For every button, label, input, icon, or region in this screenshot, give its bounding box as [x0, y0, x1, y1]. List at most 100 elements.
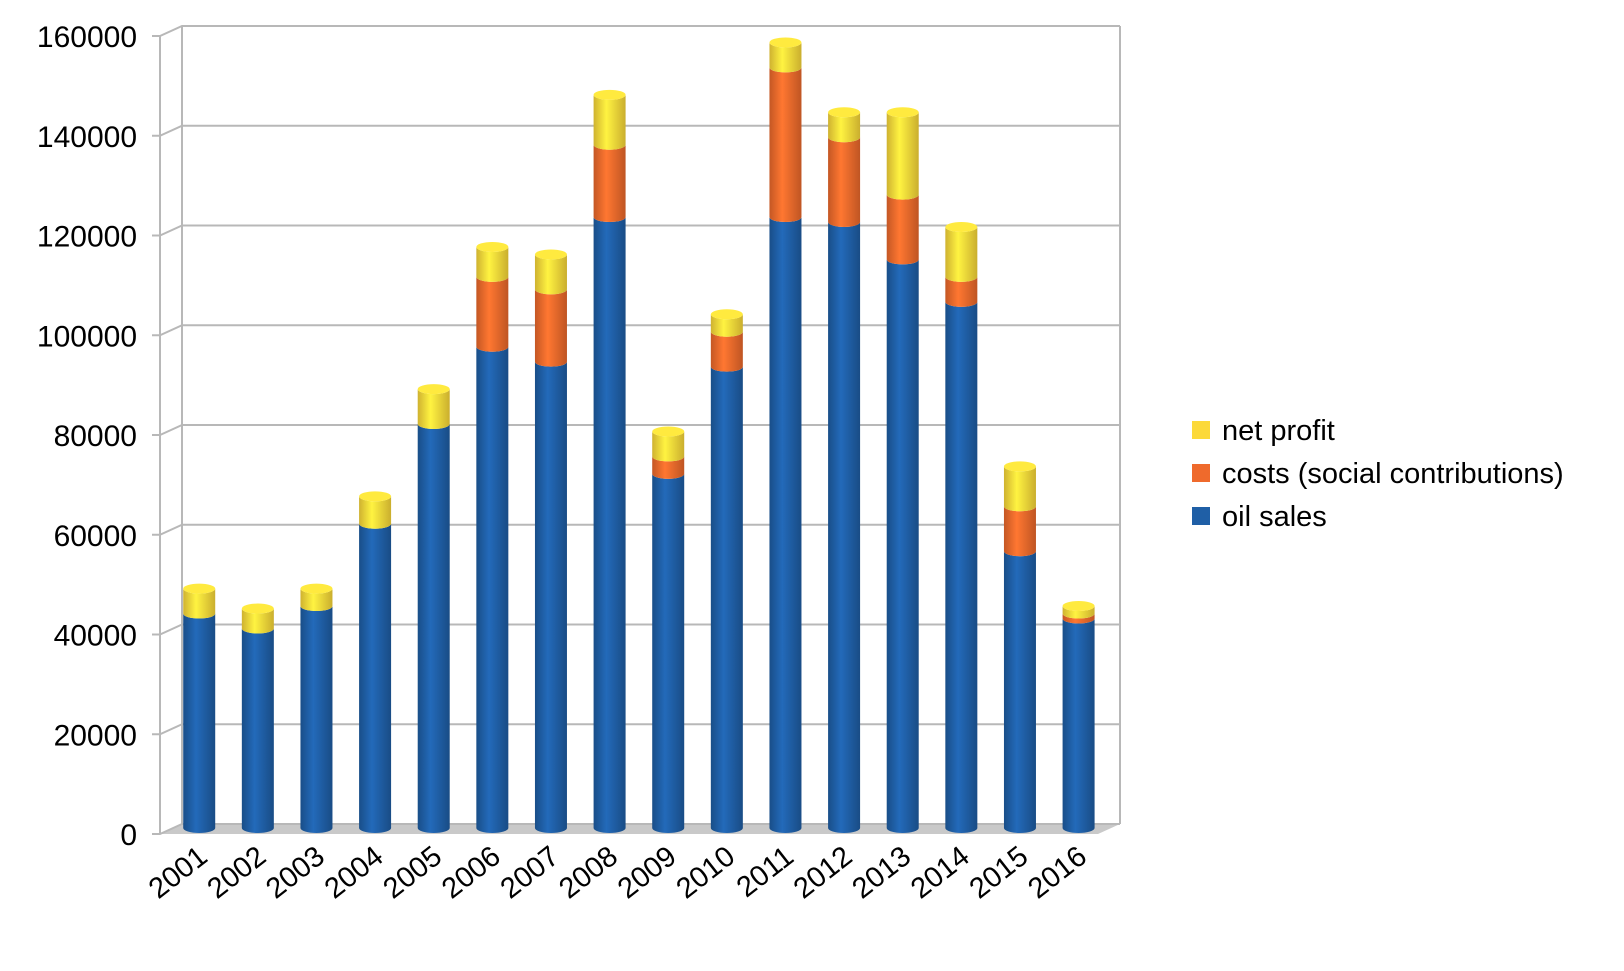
legend: net profit costs (social contributions) oi… — [1192, 415, 1564, 533]
bar-segment-net — [476, 246, 509, 282]
bar-segment-oil — [710, 366, 743, 833]
y-tick-label: 40000 — [54, 620, 137, 653]
bar-segment-oil — [417, 424, 450, 833]
bar-cap — [1062, 601, 1095, 612]
y-tick-label: 160000 — [37, 21, 137, 54]
bar-cap — [359, 491, 392, 502]
bar-segment-costs — [1003, 506, 1036, 557]
x-tick-label: 2009 — [612, 840, 683, 905]
bar-segment-net — [241, 608, 274, 634]
bar-segment-costs — [1062, 613, 1095, 624]
bar-segment-net — [300, 588, 333, 612]
x-tick-label: 2005 — [377, 840, 448, 905]
y-tick-label: 20000 — [54, 719, 137, 752]
bar-cap — [769, 37, 802, 48]
gridlines — [152, 25, 1120, 835]
bar-cap — [183, 583, 216, 594]
y-tick-label: 100000 — [37, 320, 137, 353]
bar-segment-costs — [534, 289, 567, 367]
gridline — [152, 523, 1120, 536]
bar-segment-net — [1003, 466, 1036, 512]
bar-segment-costs — [945, 276, 978, 307]
bar-cap — [710, 309, 743, 320]
gridline — [152, 424, 1120, 436]
x-axis-ticks: 2001200220032004200520062007200820092010… — [143, 840, 1093, 905]
bar-cap — [652, 426, 685, 437]
bar-cap — [886, 107, 919, 118]
x-tick-label: 2015 — [964, 840, 1035, 905]
y-tick-label: 120000 — [37, 221, 137, 254]
bar-segment-oil — [769, 217, 802, 833]
bar-segment-net — [534, 254, 567, 295]
bar-segment-net — [769, 42, 802, 73]
bar-segment-oil — [476, 346, 509, 833]
bar-cap — [476, 241, 509, 252]
bar-cap — [945, 222, 978, 233]
y-tick-label: 80000 — [54, 420, 137, 453]
gridline — [152, 25, 1120, 37]
bar-cap — [593, 89, 626, 100]
gridline — [152, 723, 1120, 736]
legend-swatch — [1192, 421, 1210, 439]
bar-cap — [1003, 461, 1036, 472]
bar-segment-net — [710, 314, 743, 337]
bars — [183, 37, 1095, 834]
y-tick-label: 0 — [120, 819, 137, 852]
bar-segment-net — [359, 496, 392, 529]
y-axis-ticks: 0 20000 40000 60000 80000 100000 120000 140000 1… — [37, 21, 137, 852]
x-tick-label: 2008 — [553, 840, 624, 905]
bar-segment-oil — [652, 473, 685, 833]
bar-segment-oil — [300, 606, 333, 833]
x-tick-label: 2001 — [143, 840, 214, 905]
bar-cap — [828, 107, 861, 118]
bar-segment-net — [417, 389, 450, 430]
bar-segment-net — [652, 431, 685, 462]
bar-segment-oil — [945, 301, 978, 834]
bar-segment-net — [886, 112, 919, 200]
x-tick-label: 2013 — [846, 840, 917, 905]
bar-segment-costs — [769, 67, 802, 223]
bar-segment-oil — [828, 222, 861, 834]
x-tick-label: 2011 — [731, 840, 800, 904]
bar-cap — [417, 384, 450, 395]
chart-floor — [160, 824, 1120, 834]
gridline — [152, 823, 1120, 835]
bar-segment-oil — [241, 628, 274, 833]
bar-segment-costs — [593, 144, 626, 223]
bar-segment-oil — [1003, 551, 1036, 833]
x-tick-label: 2007 — [495, 840, 566, 905]
gridline — [152, 124, 1120, 137]
legend-label: costs (social contributions) — [1222, 458, 1564, 490]
bar-cap — [534, 249, 567, 260]
bar-segment-costs — [886, 194, 919, 265]
bar-segment-costs — [476, 276, 509, 352]
x-tick-label: 2003 — [260, 840, 331, 905]
x-tick-label: 2006 — [436, 840, 507, 905]
bar-segment-net — [828, 112, 861, 143]
bar-segment-oil — [886, 259, 919, 833]
bar-segment-costs — [828, 137, 861, 228]
bar-segment-costs — [710, 331, 743, 372]
legend-label: net profit — [1222, 415, 1335, 447]
gridline — [152, 324, 1120, 337]
bar-cap — [241, 603, 274, 614]
x-tick-label: 2016 — [1022, 840, 1093, 905]
x-tick-label: 2004 — [319, 840, 390, 905]
gridline — [152, 224, 1120, 237]
y-tick-label: 140000 — [37, 121, 137, 154]
bar-segment-oil — [183, 613, 216, 833]
bar-segment-oil — [359, 523, 392, 833]
bar-segment-costs — [652, 456, 685, 479]
y-tick-label: 60000 — [54, 520, 137, 553]
bar-segment-net — [945, 227, 978, 282]
bar-cap — [300, 583, 333, 594]
bar-segment-net — [1062, 606, 1095, 619]
x-tick-label: 2014 — [905, 840, 976, 905]
legend-label: oil sales — [1222, 501, 1327, 533]
bar-segment-net — [593, 94, 626, 150]
x-tick-label: 2002 — [202, 840, 273, 905]
x-tick-label: 2010 — [671, 840, 742, 905]
bar-segment-oil — [534, 361, 567, 833]
